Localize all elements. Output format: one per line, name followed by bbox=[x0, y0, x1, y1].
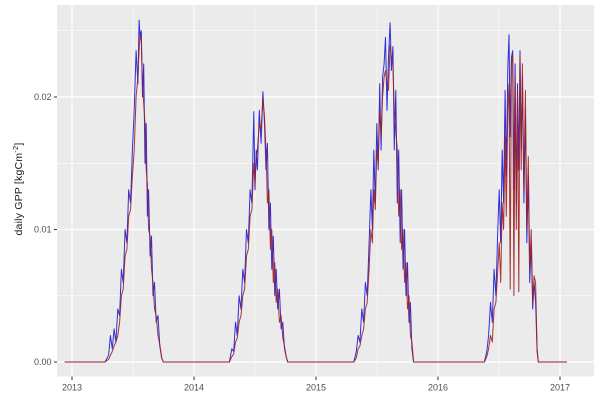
x-tick-label: 2017 bbox=[550, 383, 570, 393]
y-tick-label: 0.02 bbox=[34, 92, 52, 102]
series-line-modelled-gpp bbox=[64, 19, 567, 363]
y-axis-title-text: daily GPP [kgCm bbox=[13, 152, 25, 236]
y-tick-label: 0.01 bbox=[34, 225, 52, 235]
series-line-observed-gpp bbox=[64, 34, 567, 363]
y-tick-label: 0.00 bbox=[34, 357, 52, 367]
x-tick-label: 2015 bbox=[306, 383, 326, 393]
x-tick-label: 2016 bbox=[428, 383, 448, 393]
y-axis-title: daily GPP [kgCm-2] bbox=[11, 114, 25, 264]
x-tick-label: 2013 bbox=[62, 383, 82, 393]
y-axis-title-superscript: -2 bbox=[11, 145, 20, 153]
x-tick-label: 2014 bbox=[184, 383, 204, 393]
